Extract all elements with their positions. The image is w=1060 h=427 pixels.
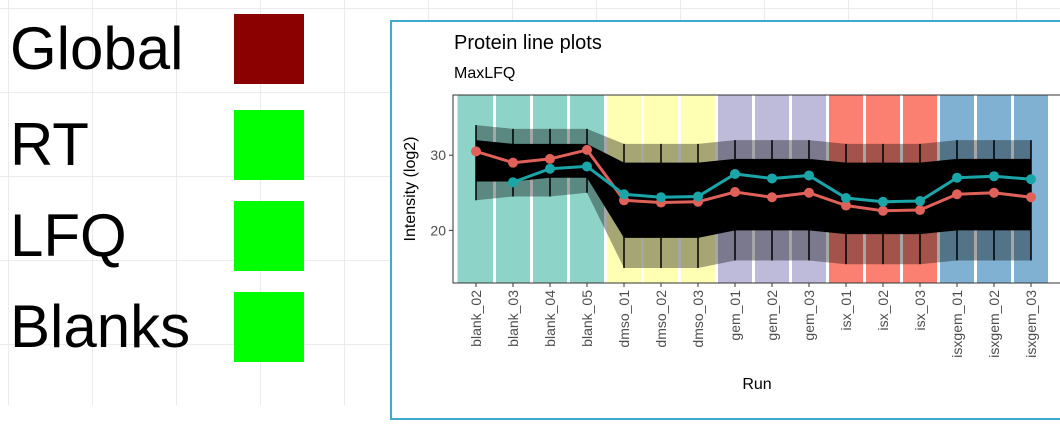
point-median_teal-gem_01 xyxy=(730,168,740,179)
point-median_red-isx_02 xyxy=(878,205,888,216)
point-median_teal-dmso_02 xyxy=(656,192,666,203)
point-median_teal-isxgem_03 xyxy=(1026,174,1036,185)
point-median_teal-gem_02 xyxy=(767,173,777,184)
median-lines xyxy=(471,144,1036,216)
point-median_red-gem_02 xyxy=(767,192,777,203)
background-distribution xyxy=(475,125,1032,268)
x-axis-label: Run xyxy=(742,376,771,393)
legend-label-global: Global xyxy=(10,15,184,82)
legend-label-lfq: LFQ xyxy=(10,202,127,269)
legend-swatch-rt xyxy=(234,110,304,180)
y-axis-label: Intensity (log2) xyxy=(402,137,419,242)
point-median_red-isxgem_03 xyxy=(1026,192,1036,203)
point-median_red-isxgem_01 xyxy=(952,189,962,200)
point-median_red-isx_01 xyxy=(841,200,851,211)
y-tick-label-20: 20 xyxy=(430,222,446,238)
distribution-core xyxy=(476,140,1031,238)
y-tick-label-30: 30 xyxy=(430,147,446,163)
x-tick-label-blank_04: blank_04 xyxy=(542,290,558,347)
x-tick-label-isx_01: isx_01 xyxy=(838,290,854,331)
point-median_teal-isxgem_01 xyxy=(952,172,962,183)
chart-subtitle: MaxLFQ xyxy=(454,65,515,82)
x-tick-label-isxgem_02: isxgem_02 xyxy=(986,290,1002,358)
legend-swatch-global xyxy=(234,14,304,84)
x-tick-label-isxgem_01: isxgem_01 xyxy=(949,290,965,358)
legend-swatch-lfq xyxy=(234,201,304,271)
point-median_teal-isx_02 xyxy=(878,196,888,207)
chart-panel: Protein line plots MaxLFQ 20 30 blank_02 b… xyxy=(390,20,1060,420)
point-median_teal-isx_03 xyxy=(915,196,925,207)
point-median_teal-gem_03 xyxy=(804,170,814,181)
point-median_red-gem_03 xyxy=(804,187,814,198)
x-tick-label-isxgem_03: isxgem_03 xyxy=(1023,290,1039,358)
x-tick-label-isx_03: isx_03 xyxy=(912,290,928,331)
point-median_red-gem_01 xyxy=(730,187,740,198)
x-tick-label-dmso_01: dmso_01 xyxy=(616,290,632,348)
point-median_red-blank_02 xyxy=(471,146,481,157)
x-tick-label-gem_03: gem_03 xyxy=(801,290,817,341)
point-median_red-blank_03 xyxy=(508,157,518,168)
point-median_teal-blank_03 xyxy=(508,177,518,188)
x-tick-label-blank_02: blank_02 xyxy=(468,290,484,347)
x-tick-label-gem_02: gem_02 xyxy=(764,290,780,341)
x-tick-label-dmso_02: dmso_02 xyxy=(653,290,669,348)
legend-label-blanks: Blanks xyxy=(10,293,191,360)
point-median_teal-blank_04 xyxy=(545,163,555,174)
point-median_red-isx_03 xyxy=(915,205,925,216)
point-median_teal-isxgem_02 xyxy=(989,171,999,182)
point-median_teal-isx_01 xyxy=(841,193,851,204)
plot-border xyxy=(452,94,1060,284)
legend-swatch-blanks xyxy=(234,292,304,362)
x-tick-label-dmso_03: dmso_03 xyxy=(690,290,706,348)
legend-label-rt: RT xyxy=(10,111,89,178)
point-median_teal-blank_05 xyxy=(582,161,592,172)
chart-title: Protein line plots xyxy=(454,32,602,54)
point-median_teal-dmso_01 xyxy=(619,189,629,200)
x-tick-label-blank_05: blank_05 xyxy=(579,290,595,347)
x-tick-label-gem_01: gem_01 xyxy=(727,290,743,341)
point-median_teal-dmso_03 xyxy=(693,191,703,202)
x-axis: blank_02 blank_03 blank_04 blank_05 dmso_01 d… xyxy=(468,283,1039,358)
series-line-median_red xyxy=(475,148,1032,213)
point-median_red-isxgem_02 xyxy=(989,187,999,198)
point-median_red-blank_05 xyxy=(582,144,592,155)
x-tick-label-isx_02: isx_02 xyxy=(875,290,891,331)
point-median_red-blank_04 xyxy=(545,153,555,164)
x-tick-label-blank_03: blank_03 xyxy=(505,290,521,347)
